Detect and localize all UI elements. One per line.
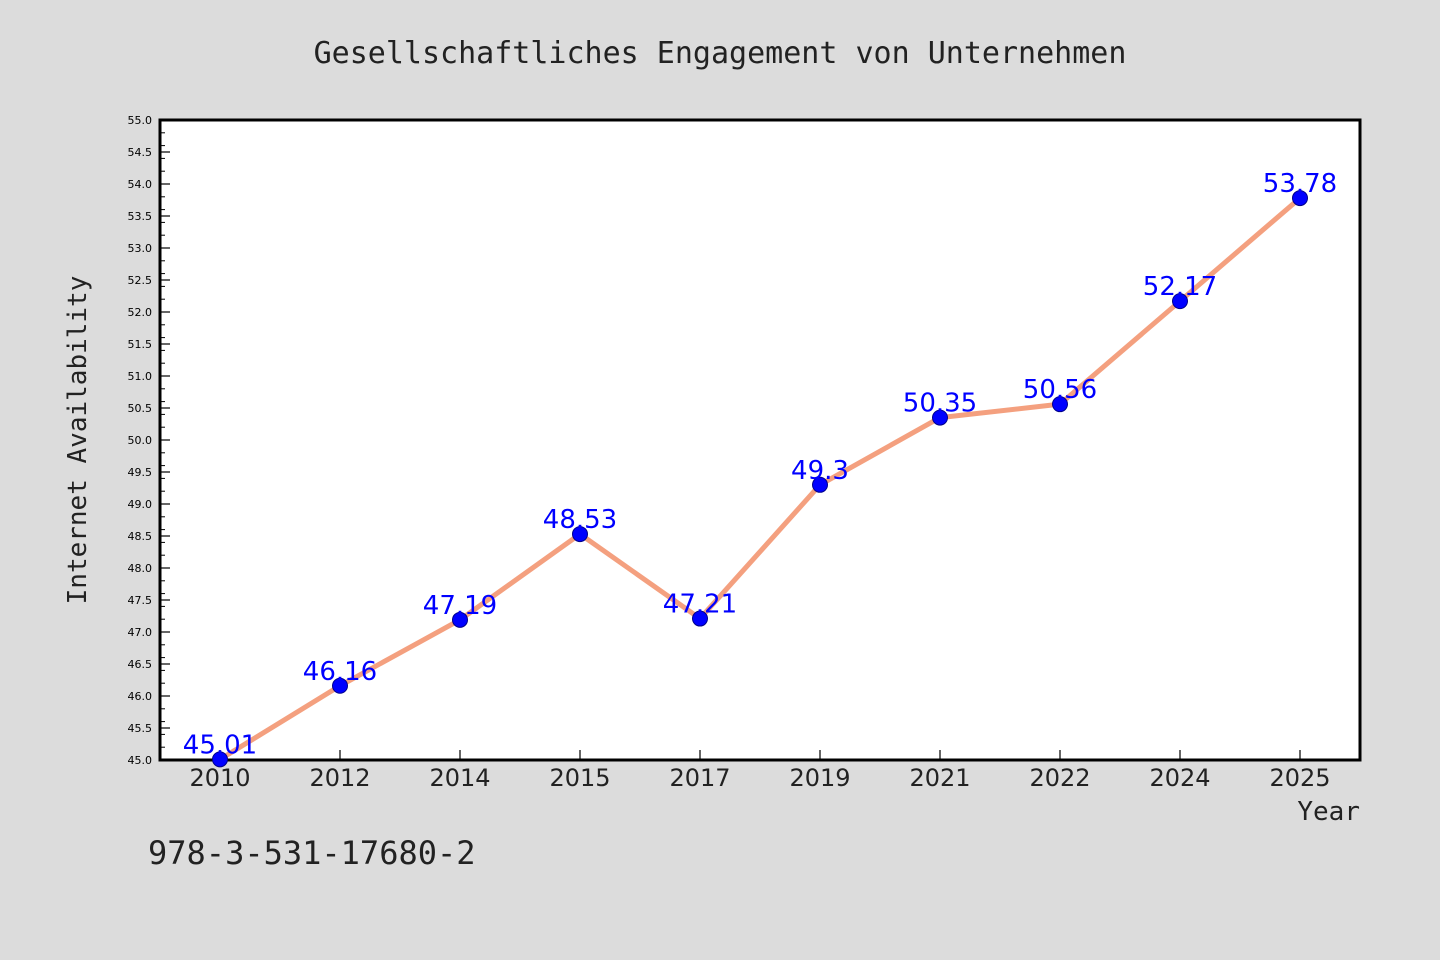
y-tick-label: 53.5 [128, 210, 153, 223]
y-tick-label: 46.0 [128, 690, 153, 703]
y-tick-label: 46.5 [128, 658, 153, 671]
x-tick-label: 2017 [669, 764, 730, 792]
y-tick-label: 45.5 [128, 722, 153, 735]
isbn-annotation: 978-3-531-17680-2 [148, 834, 476, 872]
data-point-marker [1292, 190, 1308, 207]
y-tick-label: 51.0 [128, 370, 153, 383]
x-axis-tick-labels: 2010 2012 2014 2015 2017 2019 2021 2022 2024 2025 [189, 764, 1330, 792]
chart-title: Gesellschaftliches Engagement von Untern… [314, 36, 1127, 71]
data-label: 47.21 [663, 590, 737, 620]
y-tick-label: 50.5 [128, 402, 153, 415]
y-tick-label: 47.5 [128, 594, 153, 607]
x-tick-label: 2015 [549, 764, 610, 792]
data-label: 45.01 [183, 730, 257, 760]
y-tick-label: 48.0 [128, 562, 153, 575]
data-label: 52.17 [1143, 272, 1217, 302]
data-label: 49.3 [791, 456, 849, 486]
data-label: 46.16 [303, 657, 377, 687]
y-tick-label: 55.0 [128, 114, 153, 127]
x-tick-label: 2019 [789, 764, 850, 792]
x-tick-label: 2022 [1029, 764, 1090, 792]
data-label: 50.35 [903, 389, 977, 419]
x-tick-label: 2012 [309, 764, 370, 792]
y-tick-label: 54.0 [128, 178, 153, 191]
y-tick-label: 45.0 [128, 754, 153, 767]
x-tick-label: 2014 [429, 764, 490, 792]
plot-area [158, 118, 1362, 762]
y-tick-label: 50.0 [128, 434, 153, 447]
y-axis-tick-labels: 45.0 45.5 46.0 46.5 47.0 47.5 48.0 48.5 49.0 49.5… [128, 114, 153, 767]
data-point-marker [212, 751, 228, 768]
data-label: 53.78 [1263, 169, 1337, 199]
y-axis-label: Internet Availability [63, 276, 93, 605]
x-axis-ticks [219, 750, 1301, 760]
data-point-marker [572, 526, 588, 543]
x-tick-label: 2024 [1149, 764, 1210, 792]
data-point-marker [812, 476, 828, 493]
y-tick-label: 54.5 [128, 146, 153, 159]
series-line [217, 195, 1303, 762]
data-label: 47.19 [423, 591, 497, 621]
x-tick-label: 2025 [1269, 764, 1330, 792]
x-tick-label: 2010 [189, 764, 250, 792]
y-tick-label: 48.5 [128, 530, 153, 543]
data-point-marker [1052, 396, 1068, 413]
y-tick-label: 49.5 [128, 466, 153, 479]
data-point-marker [692, 610, 708, 627]
data-point-marker [1172, 293, 1188, 310]
y-tick-label: 53.0 [128, 242, 153, 255]
x-tick-label: 2021 [909, 764, 970, 792]
data-point-marker [452, 611, 468, 628]
data-labels: 45.01 46.16 47.19 48.53 47.21 49.3 50.35 50.56 5… [183, 169, 1337, 760]
y-tick-label: 52.5 [128, 274, 153, 287]
y-tick-label: 52.0 [128, 306, 153, 319]
series-markers [212, 190, 1308, 768]
data-label: 48.53 [543, 505, 617, 535]
data-point-marker [932, 409, 948, 426]
y-axis-ticks [160, 119, 170, 761]
y-tick-label: 51.5 [128, 338, 153, 351]
x-axis-label: Year [1297, 797, 1360, 827]
y-tick-label: 47.0 [128, 626, 153, 639]
data-point-marker [332, 677, 348, 694]
y-tick-label: 49.0 [128, 498, 153, 511]
data-label: 50.56 [1023, 375, 1097, 405]
